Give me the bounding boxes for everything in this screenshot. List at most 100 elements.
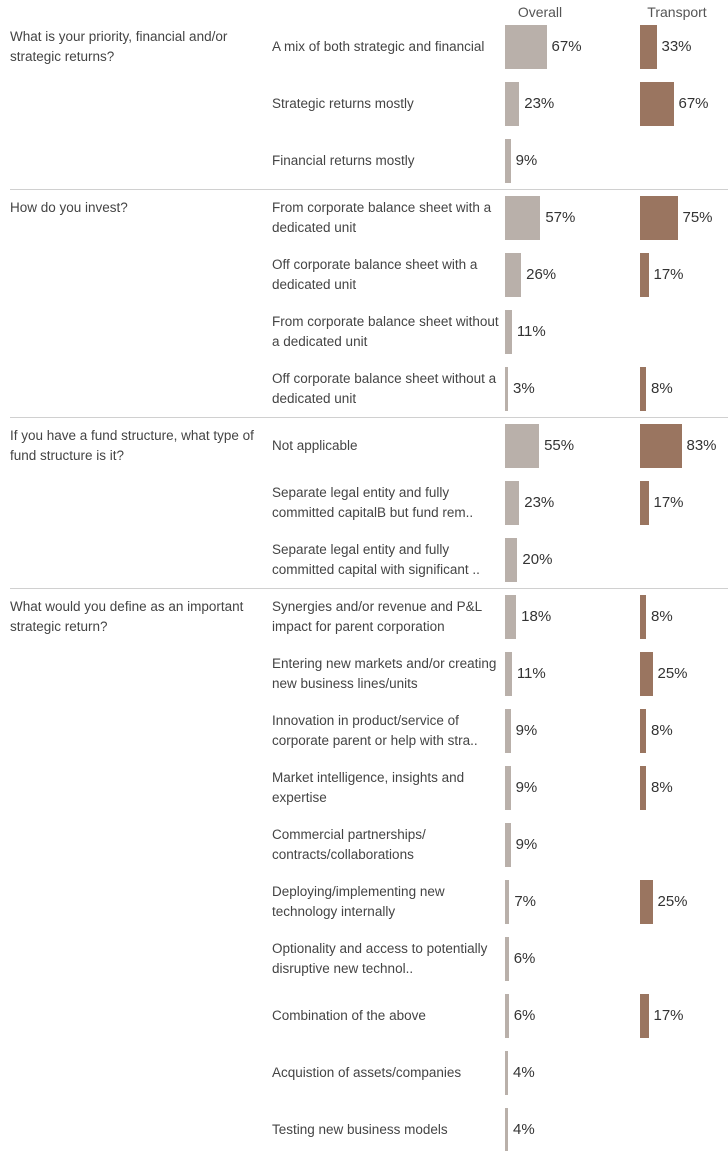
transport-value: 8% (651, 608, 673, 625)
overall-bar (505, 1051, 508, 1095)
transport-bar (640, 880, 653, 924)
overall-bar (505, 139, 511, 183)
transport-value: 8% (651, 779, 673, 796)
overall-value: 4% (513, 1064, 535, 1081)
transport-value: 17% (653, 266, 684, 283)
transport-bar (640, 367, 646, 411)
overall-bar (505, 196, 541, 240)
answer-text: Off corporate balance sheet with a dedic… (272, 257, 478, 292)
overall-value: 6% (513, 950, 536, 967)
overall-value: 4% (513, 1121, 535, 1138)
transport-bar (640, 424, 682, 468)
answer-label: A mix of both strategic and financial (272, 25, 504, 69)
overall-value: 7% (514, 893, 537, 910)
answer-label: Acquistion of assets/companies (272, 1051, 504, 1095)
overall-value: 11% (516, 323, 546, 340)
transport-value: 17% (653, 494, 684, 511)
answer-label: From corporate balance sheet with a dedi… (272, 196, 504, 240)
answer-text: Optionality and access to potentially di… (272, 941, 488, 976)
overall-bar (505, 994, 509, 1038)
answer-label: Innovation in product/service of corpora… (272, 709, 504, 753)
overall-bar (505, 82, 520, 126)
question-label: If you have a fund structure, what type … (10, 428, 254, 463)
answer-text: Combination of the above (272, 1008, 426, 1023)
transport-value: 25% (657, 665, 688, 682)
overall-bar (505, 367, 508, 411)
overall-bar (505, 253, 522, 297)
transport-value: 33% (661, 38, 692, 55)
answer-text: Separate legal entity and fully committe… (272, 485, 474, 520)
transport-value: 8% (651, 722, 673, 739)
overall-value: 23% (524, 95, 555, 112)
transport-bar (640, 652, 653, 696)
answer-text: Innovation in product/service of corpora… (272, 713, 478, 748)
column-header-overall: Overall (517, 4, 563, 20)
answer-label: Market intelligence, insights and expert… (272, 766, 504, 810)
transport-value: 17% (653, 1007, 684, 1024)
answer-label: Off corporate balance sheet without a de… (272, 367, 504, 411)
overall-bar (505, 310, 512, 354)
overall-value: 11% (516, 665, 546, 682)
answer-text: From corporate balance sheet without a d… (272, 314, 499, 349)
column-header-transport: Transport (647, 4, 707, 20)
answer-text: A mix of both strategic and financial (272, 39, 485, 54)
question-label: What would you define as an important st… (10, 599, 244, 634)
transport-bar (640, 253, 649, 297)
answer-label: Separate legal entity and fully committe… (272, 481, 504, 525)
overall-bar (505, 823, 511, 867)
transport-value: 25% (657, 893, 688, 910)
answer-text: Financial returns mostly (272, 153, 415, 168)
group-divider (10, 417, 728, 418)
transport-bar (640, 196, 678, 240)
transport-bar (640, 82, 674, 126)
answer-label: From corporate balance sheet without a d… (272, 310, 504, 354)
answer-label: Off corporate balance sheet with a dedic… (272, 253, 504, 297)
answer-text: Acquistion of assets/companies (272, 1065, 462, 1080)
question-label: How do you invest? (10, 200, 128, 215)
overall-value: 26% (526, 266, 557, 283)
answer-label: Optionality and access to potentially di… (272, 937, 504, 981)
answer-label: Synergies and/or revenue and P&L impact … (272, 595, 504, 639)
overall-bar (505, 880, 510, 924)
answer-label: Combination of the above (272, 994, 504, 1038)
answer-label: Financial returns mostly (272, 139, 504, 183)
answer-text: Off corporate balance sheet without a de… (272, 371, 497, 406)
overall-value: 57% (545, 209, 576, 226)
transport-value: 75% (682, 209, 713, 226)
transport-value: 8% (651, 380, 673, 397)
answer-label: Separate legal entity and fully committe… (272, 538, 504, 582)
overall-bar (505, 538, 518, 582)
overall-bar (505, 652, 512, 696)
answer-text: Not applicable (272, 438, 358, 453)
overall-bar (505, 424, 540, 468)
group-divider (10, 588, 728, 589)
transport-bar (640, 481, 649, 525)
overall-value: 18% (521, 608, 552, 625)
answer-label: Strategic returns mostly (272, 82, 504, 126)
overall-value: 3% (513, 380, 535, 397)
group-divider (10, 189, 728, 190)
transport-bar (640, 709, 646, 753)
overall-value: 9% (515, 779, 538, 796)
answer-label: Entering new markets and/or creating new… (272, 652, 504, 696)
answer-text: Commercial partnerships/ contracts/colla… (272, 827, 426, 862)
overall-value: 67% (551, 38, 582, 55)
overall-value: 20% (522, 551, 553, 568)
answer-text: Entering new markets and/or creating new… (272, 656, 497, 691)
answer-label: Not applicable (272, 424, 504, 468)
answer-text: From corporate balance sheet with a dedi… (272, 200, 492, 235)
answer-text: Strategic returns mostly (272, 96, 414, 111)
overall-value: 9% (515, 836, 538, 853)
answer-text: Market intelligence, insights and expert… (272, 770, 465, 805)
overall-value: 9% (515, 722, 538, 739)
overall-value: 9% (515, 152, 538, 169)
transport-value: 83% (686, 437, 717, 454)
answer-text: Synergies and/or revenue and P&L impact … (272, 599, 482, 634)
overall-bar (505, 766, 511, 810)
overall-bar (505, 25, 547, 69)
question-label: What is your priority, financial and/or … (10, 29, 228, 64)
overall-bar (505, 595, 517, 639)
transport-value: 67% (678, 95, 709, 112)
answer-label: Testing new business models (272, 1108, 504, 1151)
